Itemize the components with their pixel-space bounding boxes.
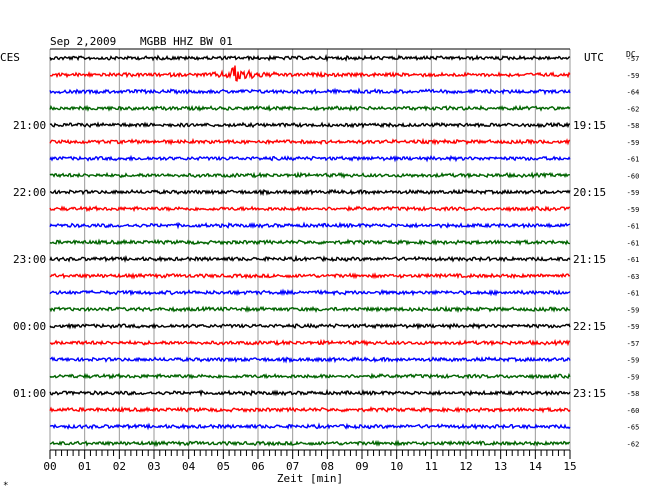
x-tick-label: 14 (529, 460, 543, 473)
dc-value: -60 (627, 407, 640, 415)
right-timezone-label: UTC (584, 51, 604, 64)
x-axis: 00 01 02 03 04 05 06 07 08 09 10 11 12 13 14 15 (43, 449, 577, 473)
trace-line (49, 272, 571, 280)
x-tick-label: 13 (494, 460, 507, 473)
dc-value: -57 (627, 55, 640, 63)
trace-line (49, 288, 571, 297)
trace-line (49, 388, 571, 398)
header-date: Sep 2,2009 (50, 35, 116, 48)
dc-value: -63 (627, 273, 640, 281)
trace-line (49, 356, 571, 364)
footer-mark: * (3, 481, 8, 491)
dc-value: -62 (627, 105, 640, 113)
x-tick-label: 00 (43, 460, 56, 473)
dc-value: -61 (627, 290, 640, 298)
header-station: MGBB HHZ BW 01 (140, 35, 233, 48)
dc-value: -59 (627, 72, 640, 80)
trace-line (49, 171, 571, 180)
left-time-label: 00:00 (13, 320, 46, 333)
left-time-label: 21:00 (13, 119, 46, 132)
x-tick-label: 04 (182, 460, 196, 473)
trace-line (49, 305, 571, 314)
x-tick-label: 12 (459, 460, 472, 473)
x-tick-label: 09 (355, 460, 368, 473)
dc-value: -61 (627, 223, 640, 231)
trace-line (49, 87, 571, 96)
dc-value: -61 (627, 156, 640, 164)
trace-line (49, 53, 571, 63)
dc-value: -59 (627, 206, 640, 214)
x-tick-label: 10 (390, 460, 403, 473)
dc-value: -60 (627, 172, 640, 180)
right-time-label: 22:15 (573, 320, 606, 333)
x-tick-label: 11 (425, 460, 438, 473)
trace-line (49, 322, 571, 331)
x-tick-label: 15 (563, 460, 576, 473)
dc-value: -59 (627, 139, 640, 147)
trace-line (49, 238, 571, 246)
x-tick-label: 01 (78, 460, 91, 473)
dc-column-label: DC (626, 50, 636, 59)
trace-line (49, 104, 571, 112)
trace-line (49, 154, 571, 163)
right-time-label: 21:15 (573, 253, 606, 266)
left-time-label: 01:00 (13, 387, 46, 400)
left-time-label: 22:00 (13, 186, 46, 199)
left-time-label: 23:00 (13, 253, 46, 266)
dc-value: -58 (627, 122, 640, 130)
trace-lines (49, 53, 571, 447)
x-tick-label: 02 (113, 460, 126, 473)
dc-value: -65 (627, 424, 640, 432)
dc-value: -64 (627, 89, 640, 97)
dc-value: -62 (627, 440, 640, 448)
trace-line (49, 137, 571, 146)
dc-value: -59 (627, 373, 640, 381)
dc-value: -59 (627, 189, 640, 197)
trace-line (49, 205, 571, 213)
trace-line (49, 372, 571, 380)
trace-line (49, 65, 571, 82)
time-grid (49, 48, 571, 450)
x-tick-label: 05 (217, 460, 230, 473)
trace-line (49, 221, 571, 230)
dc-value: -61 (627, 256, 640, 264)
x-axis-label: Zeit [min] (277, 472, 343, 485)
dc-value: -59 (627, 357, 640, 365)
dc-value: -59 (627, 306, 640, 314)
right-time-label: 20:15 (573, 186, 606, 199)
x-tick-label: 03 (147, 460, 160, 473)
time-labels: -57 -59 -64 -62 -58 -59 -61 -60 -59 -59 -61 -61 -61 -… (13, 55, 639, 448)
trace-line (49, 338, 571, 347)
dc-value: -61 (627, 239, 640, 247)
trace-line (49, 188, 571, 197)
trace-line (49, 405, 571, 414)
x-tick-label: 06 (251, 460, 264, 473)
dc-value: -57 (627, 340, 640, 348)
left-timezone-label: CES (0, 51, 20, 64)
right-time-label: 19:15 (573, 119, 606, 132)
x-tick-label: 07 (286, 460, 299, 473)
trace-line (49, 422, 571, 431)
right-time-label: 23:15 (573, 387, 606, 400)
dc-value: -59 (627, 323, 640, 331)
dc-value: -58 (627, 390, 640, 398)
trace-line (49, 121, 570, 129)
x-tick-label: 08 (321, 460, 334, 473)
trace-line (49, 254, 571, 263)
trace-line (49, 439, 570, 447)
